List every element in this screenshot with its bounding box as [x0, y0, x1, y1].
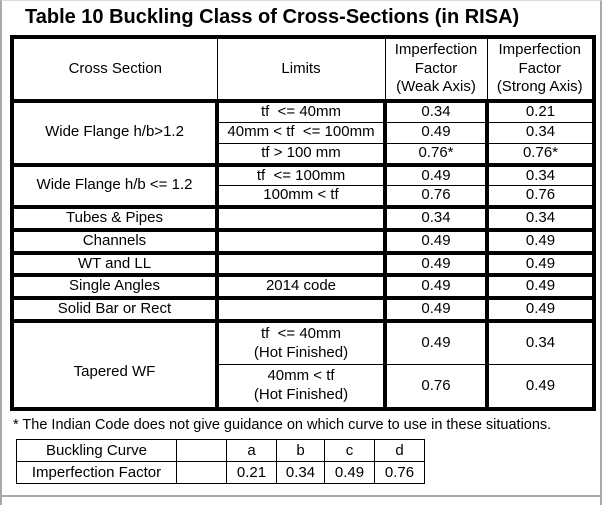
col-header-strong-axis: Imperfection Factor (Strong Axis) [486, 36, 595, 103]
legend-empty-cell [176, 460, 227, 484]
strong-axis-value: 0.49 [485, 250, 595, 276]
col-header-limits: Limits [216, 36, 386, 103]
table-row: Solid Bar or Rect 0.49 0.49 [11, 296, 595, 322]
strong-axis-value: 0.49 [485, 273, 595, 299]
header-row: Cross Section Limits Imperfection Factor… [11, 36, 595, 103]
legend-factor-row: Imperfection Factor 0.21 0.34 0.49 0.76 [16, 460, 425, 484]
cross-section-cell: Channels [11, 227, 218, 253]
limit-cell: tf > 100 mm [215, 142, 386, 166]
weak-axis-value: 0.49 [383, 318, 488, 366]
legend-curve-row: Buckling Curve a b c d [16, 438, 425, 462]
table-row: Wide Flange h/b <= 1.2 tf <= 100mm 0.49 … [11, 162, 595, 208]
strong-axis-value: 0.76* [485, 142, 595, 166]
table-row: Single Angles 2014 code 0.49 0.49 [11, 273, 595, 299]
strong-axis-value: 0.76 [485, 185, 595, 208]
table-row: Tapered WF tf <= 40mm (Hot Finished) 0.4… [11, 318, 595, 410]
limit-cell [215, 250, 386, 276]
col-header-cross-section: Cross Section [11, 36, 218, 103]
window-bottom-edge [2, 495, 600, 497]
legend-curve-cell: c [324, 438, 375, 462]
legend-curve-cell: d [374, 438, 425, 462]
weak-axis-value: 0.49 [383, 273, 488, 299]
strong-axis-value: 0.21 [485, 98, 595, 123]
limit-cell: tf <= 40mm (Hot Finished) [215, 318, 386, 366]
weak-axis-value: 0.49 [383, 162, 488, 187]
cross-section-cell: Tubes & Pipes [11, 205, 218, 231]
limit-cell [215, 227, 386, 253]
legend-empty-cell [176, 438, 227, 462]
weak-axis-value: 0.76 [383, 185, 488, 208]
cross-section-cell: Solid Bar or Rect [11, 296, 218, 322]
weak-axis-value: 0.34 [383, 98, 488, 123]
footnote: * The Indian Code does not give guidance… [13, 416, 552, 433]
table-row: Wide Flange h/b>1.2 tf <= 40mm 0.34 0.21 [11, 98, 595, 165]
buckling-curve-legend-table: Buckling Curve a b c d Imperfection Fact… [16, 438, 425, 484]
col-header-weak-axis: Imperfection Factor (Weak Axis) [384, 36, 488, 103]
table-row: 100mm < tf 0.76 0.76 [12, 185, 595, 208]
weak-axis-value: 0.49 [383, 121, 488, 144]
legend-factor-cell: 0.21 [226, 460, 277, 484]
table-row: Channels 0.49 0.49 [11, 227, 595, 253]
weak-axis-value: 0.34 [383, 205, 488, 231]
strong-axis-value: 0.49 [485, 364, 595, 410]
strong-axis-value: 0.49 [485, 296, 595, 322]
limit-cell [215, 205, 386, 231]
limit-cell: 2014 code [215, 273, 386, 299]
legend-factor-cell: 0.76 [374, 460, 425, 484]
cross-section-cell: Tapered WF [11, 318, 218, 410]
legend-curve-cell: a [226, 438, 277, 462]
limit-cell: tf <= 100mm [215, 162, 386, 187]
legend-curve-cell: b [276, 438, 325, 462]
limit-cell: tf <= 40mm [215, 98, 386, 123]
table-row: WT and LL 0.49 0.49 [11, 250, 595, 276]
limit-cell [215, 296, 386, 322]
cross-section-cell: WT and LL [11, 250, 218, 276]
table-row: 40mm < tf (Hot Finished) 0.76 0.49 [12, 364, 595, 410]
weak-axis-value: 0.49 [383, 250, 488, 276]
cross-section-cell: Wide Flange h/b>1.2 [11, 99, 218, 165]
limit-cell: 40mm < tf (Hot Finished) [215, 364, 386, 410]
limit-cell: 40mm < tf <= 100mm [215, 121, 386, 144]
legend-row-label: Imperfection Factor [16, 460, 177, 484]
cross-section-cell: Wide Flange h/b <= 1.2 [11, 162, 218, 208]
legend-row-label: Buckling Curve [16, 438, 177, 462]
strong-axis-value: 0.34 [485, 205, 595, 231]
buckling-class-table: Cross Section Limits Imperfection Factor… [10, 35, 596, 411]
strong-axis-value: 0.34 [485, 162, 595, 187]
legend-factor-cell: 0.49 [324, 460, 375, 484]
weak-axis-value: 0.49 [383, 227, 488, 253]
table-row: 40mm < tf <= 100mm 0.49 0.34 [12, 121, 595, 144]
weak-axis-value: 0.49 [383, 296, 488, 322]
table-title: Table 10 Buckling Class of Cross-Section… [25, 6, 520, 28]
strong-axis-value: 0.34 [485, 318, 595, 366]
strong-axis-value: 0.49 [485, 227, 595, 253]
strong-axis-value: 0.34 [485, 121, 595, 144]
table-row: Tubes & Pipes 0.34 0.34 [11, 205, 595, 231]
legend-factor-cell: 0.34 [276, 460, 325, 484]
weak-axis-value: 0.76* [383, 142, 488, 166]
weak-axis-value: 0.76 [383, 364, 488, 410]
limit-cell: 100mm < tf [215, 185, 386, 208]
cross-section-cell: Single Angles [11, 273, 218, 299]
